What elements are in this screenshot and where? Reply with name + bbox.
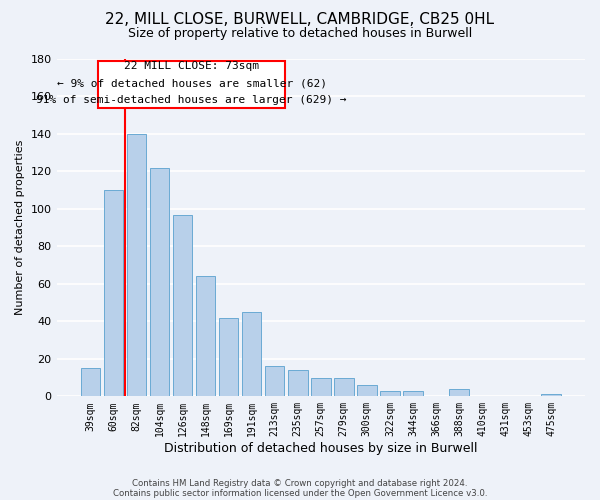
Y-axis label: Number of detached properties: Number of detached properties bbox=[15, 140, 25, 316]
Bar bbox=[449, 389, 469, 396]
Bar bbox=[403, 390, 423, 396]
Bar bbox=[173, 214, 193, 396]
Bar bbox=[80, 368, 100, 396]
Bar bbox=[380, 390, 400, 396]
Bar bbox=[288, 370, 308, 396]
Bar bbox=[311, 378, 331, 396]
Bar bbox=[541, 394, 561, 396]
Bar bbox=[104, 190, 123, 396]
Bar bbox=[149, 168, 169, 396]
X-axis label: Distribution of detached houses by size in Burwell: Distribution of detached houses by size … bbox=[164, 442, 478, 455]
Bar bbox=[357, 385, 377, 396]
Text: Contains HM Land Registry data © Crown copyright and database right 2024.: Contains HM Land Registry data © Crown c… bbox=[132, 478, 468, 488]
Bar bbox=[242, 312, 262, 396]
Bar bbox=[334, 378, 353, 396]
Bar bbox=[265, 366, 284, 396]
Text: 22 MILL CLOSE: 73sqm: 22 MILL CLOSE: 73sqm bbox=[124, 62, 259, 72]
Text: Size of property relative to detached houses in Burwell: Size of property relative to detached ho… bbox=[128, 28, 472, 40]
Text: 22, MILL CLOSE, BURWELL, CAMBRIDGE, CB25 0HL: 22, MILL CLOSE, BURWELL, CAMBRIDGE, CB25… bbox=[106, 12, 494, 28]
Text: ← 9% of detached houses are smaller (62): ← 9% of detached houses are smaller (62) bbox=[57, 78, 327, 88]
Text: Contains public sector information licensed under the Open Government Licence v3: Contains public sector information licen… bbox=[113, 488, 487, 498]
Bar bbox=[127, 134, 146, 396]
Bar bbox=[98, 61, 285, 108]
Bar bbox=[219, 318, 238, 396]
Bar bbox=[196, 276, 215, 396]
Text: 91% of semi-detached houses are larger (629) →: 91% of semi-detached houses are larger (… bbox=[37, 95, 347, 105]
